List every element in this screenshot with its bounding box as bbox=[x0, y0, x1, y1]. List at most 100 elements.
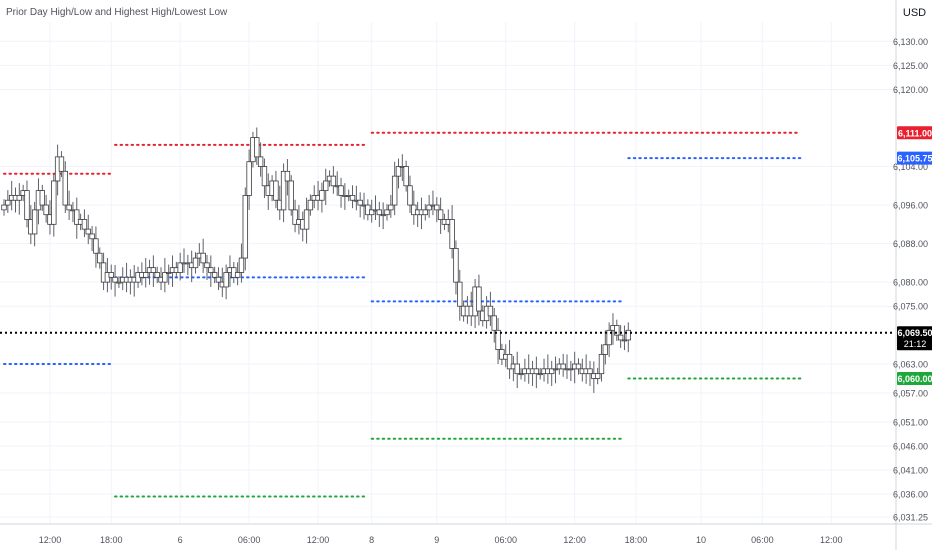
candle[interactable] bbox=[234, 272, 241, 278]
candle[interactable] bbox=[625, 329, 631, 341]
candle[interactable] bbox=[62, 170, 68, 206]
candle[interactable] bbox=[177, 262, 183, 273]
candle[interactable] bbox=[162, 272, 168, 283]
candle[interactable] bbox=[487, 305, 494, 317]
candle[interactable] bbox=[457, 281, 463, 307]
candle[interactable] bbox=[143, 272, 149, 278]
candle[interactable] bbox=[89, 233, 95, 240]
candle[interactable] bbox=[215, 276, 222, 283]
candle[interactable] bbox=[74, 209, 80, 225]
time-tick-label: 18:00 bbox=[100, 535, 123, 545]
candle[interactable] bbox=[319, 190, 325, 201]
candle[interactable] bbox=[303, 209, 310, 230]
candle[interactable] bbox=[5, 199, 11, 206]
candle[interactable] bbox=[39, 190, 45, 206]
candle[interactable] bbox=[223, 272, 229, 288]
candle[interactable] bbox=[261, 166, 268, 187]
candle[interactable] bbox=[81, 219, 88, 230]
candle[interactable] bbox=[16, 195, 23, 201]
candle[interactable] bbox=[426, 204, 432, 211]
price-tick-label: 6,057.00 bbox=[893, 388, 928, 398]
candle[interactable] bbox=[407, 185, 413, 206]
candle[interactable] bbox=[384, 209, 390, 216]
candle[interactable] bbox=[165, 272, 172, 274]
candle[interactable] bbox=[422, 209, 428, 216]
candle[interactable] bbox=[391, 175, 398, 206]
candle[interactable] bbox=[598, 353, 605, 375]
candle[interactable] bbox=[31, 209, 38, 235]
candle[interactable] bbox=[606, 329, 612, 346]
candle[interactable] bbox=[242, 195, 248, 259]
candle[interactable] bbox=[154, 272, 160, 278]
candle[interactable] bbox=[533, 368, 540, 375]
candle[interactable] bbox=[208, 267, 214, 273]
candle[interactable] bbox=[292, 209, 298, 225]
candle[interactable] bbox=[568, 368, 574, 371]
price-tick-label: 6,036.00 bbox=[893, 490, 928, 500]
candle[interactable] bbox=[43, 204, 49, 216]
candle[interactable] bbox=[617, 334, 624, 341]
price-tick-label: 6,130.00 bbox=[893, 37, 928, 47]
candle[interactable] bbox=[357, 199, 363, 206]
candle[interactable] bbox=[395, 166, 402, 177]
candle[interactable] bbox=[192, 257, 199, 269]
candle[interactable] bbox=[254, 137, 260, 158]
candle[interactable] bbox=[338, 185, 344, 196]
candle[interactable] bbox=[238, 257, 245, 273]
candle[interactable] bbox=[116, 281, 122, 284]
candle[interactable] bbox=[150, 267, 157, 273]
candle[interactable] bbox=[200, 252, 206, 264]
candle[interactable] bbox=[514, 363, 520, 375]
time-tick-label: 8 bbox=[369, 535, 374, 545]
candle[interactable] bbox=[97, 252, 103, 264]
candle[interactable] bbox=[621, 339, 628, 342]
candle[interactable] bbox=[380, 214, 386, 217]
currency-selector[interactable]: USD bbox=[902, 7, 927, 19]
candle[interactable] bbox=[211, 272, 218, 278]
candle[interactable] bbox=[58, 156, 65, 172]
candle[interactable] bbox=[594, 373, 601, 379]
candle[interactable] bbox=[330, 175, 337, 187]
candle[interactable] bbox=[280, 170, 287, 211]
candle[interactable] bbox=[204, 262, 210, 269]
candle[interactable] bbox=[66, 204, 72, 211]
candle[interactable] bbox=[307, 199, 314, 211]
candle[interactable] bbox=[453, 248, 459, 283]
candle[interactable] bbox=[288, 180, 294, 211]
candle[interactable] bbox=[476, 286, 482, 312]
candle[interactable] bbox=[368, 209, 375, 216]
candle[interactable] bbox=[495, 329, 501, 350]
candle[interactable] bbox=[273, 180, 279, 201]
candle[interactable] bbox=[349, 195, 356, 201]
candle[interactable] bbox=[257, 156, 264, 167]
candle[interactable] bbox=[93, 238, 99, 254]
candle[interactable] bbox=[552, 368, 559, 371]
candle[interactable] bbox=[602, 344, 609, 355]
candle[interactable] bbox=[434, 204, 440, 211]
candle[interactable] bbox=[284, 170, 291, 182]
candle[interactable] bbox=[108, 272, 114, 278]
candle[interactable] bbox=[1, 204, 7, 211]
candle[interactable] bbox=[403, 166, 409, 187]
candle[interactable] bbox=[614, 325, 620, 336]
candle[interactable] bbox=[575, 363, 582, 370]
candle[interactable] bbox=[24, 190, 30, 220]
candle[interactable] bbox=[560, 363, 566, 370]
candle[interactable] bbox=[376, 209, 383, 216]
candle[interactable] bbox=[246, 161, 252, 196]
candle[interactable] bbox=[388, 204, 394, 211]
candle[interactable] bbox=[85, 228, 91, 235]
candle[interactable] bbox=[537, 373, 543, 376]
candle[interactable] bbox=[449, 219, 455, 249]
candle[interactable] bbox=[518, 373, 524, 376]
candle[interactable] bbox=[587, 368, 593, 375]
candle[interactable] bbox=[548, 368, 555, 375]
candle[interactable] bbox=[323, 180, 329, 192]
indicator-title: Prior Day High/Low and Highest High/Lowe… bbox=[6, 7, 228, 18]
candle[interactable] bbox=[51, 180, 57, 225]
candle[interactable] bbox=[437, 209, 444, 220]
candle[interactable] bbox=[506, 353, 513, 370]
candle[interactable] bbox=[112, 276, 118, 283]
candle[interactable] bbox=[491, 315, 497, 331]
